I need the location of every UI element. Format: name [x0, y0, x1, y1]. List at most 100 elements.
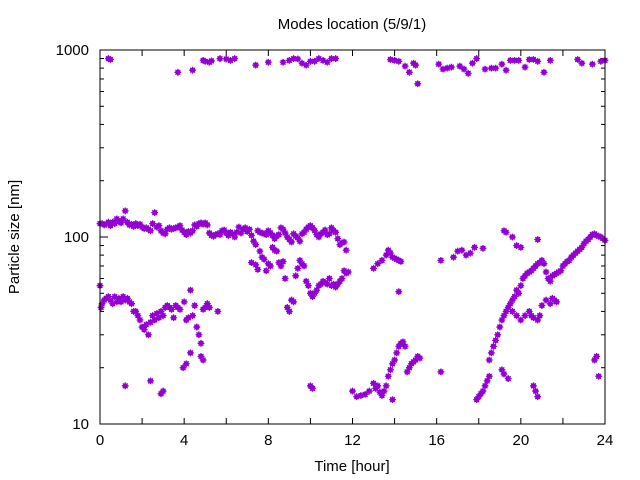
- data-point: [401, 62, 409, 70]
- chart-title: Modes location (5/9/1): [278, 16, 426, 33]
- data-point: [155, 314, 163, 322]
- data-point: [534, 57, 542, 65]
- data-point: [191, 302, 199, 309]
- data-point: [128, 300, 135, 308]
- data-point: [471, 243, 478, 251]
- data-point: [515, 56, 523, 64]
- data-point: [450, 253, 457, 261]
- data-point: [504, 375, 512, 382]
- data-point: [593, 352, 600, 360]
- data-point: [553, 298, 561, 306]
- data-point: [231, 55, 239, 62]
- data-point: [117, 219, 125, 227]
- data-point: [496, 323, 504, 331]
- data-point: [256, 247, 264, 255]
- data-point: [144, 331, 152, 339]
- data-point: [370, 379, 377, 387]
- data-point: [487, 64, 495, 72]
- data-point: [405, 364, 413, 372]
- data-point: [184, 314, 192, 322]
- data-point: [161, 230, 169, 238]
- data-point: [157, 308, 165, 315]
- data-point: [342, 246, 350, 254]
- data-point: [279, 258, 287, 265]
- data-point: [389, 396, 396, 404]
- data-point: [538, 302, 546, 309]
- data-point: [460, 65, 468, 73]
- data-point: [513, 312, 521, 319]
- data-point: [231, 233, 239, 241]
- data-point: [189, 227, 196, 235]
- data-point: [197, 339, 205, 347]
- data-point: [361, 390, 369, 398]
- data-point: [159, 387, 167, 395]
- data-point: [509, 308, 516, 315]
- data-point: [395, 57, 403, 65]
- data-point: [481, 382, 489, 390]
- data-point: [140, 326, 148, 333]
- data-point: [506, 56, 514, 64]
- data-point: [147, 227, 154, 235]
- data-point: [397, 258, 405, 265]
- data-point: [498, 60, 506, 68]
- data-point: [370, 264, 377, 272]
- data-point: [262, 267, 270, 275]
- data-point: [509, 233, 516, 241]
- data-point: [540, 260, 548, 268]
- data-point: [182, 360, 190, 368]
- data-point: [502, 228, 510, 236]
- data-point: [414, 80, 422, 88]
- data-point: [193, 323, 201, 331]
- data-point: [311, 227, 319, 235]
- data-point: [374, 260, 382, 268]
- data-point: [349, 387, 356, 395]
- data-point: [498, 366, 506, 374]
- data-point: [500, 370, 508, 378]
- data-point: [542, 268, 550, 276]
- data-point: [288, 238, 295, 246]
- data-point: [199, 356, 207, 364]
- data-point: [187, 349, 194, 357]
- data-point: [328, 55, 335, 62]
- data-point: [574, 56, 582, 63]
- data-point: [399, 338, 407, 346]
- data-point: [530, 314, 537, 322]
- data-point: [119, 215, 127, 223]
- data-point: [517, 282, 525, 289]
- data-point: [340, 238, 348, 246]
- data-point: [203, 221, 211, 229]
- data-point: [254, 266, 262, 273]
- data-point: [302, 277, 310, 285]
- data-point: [216, 55, 224, 62]
- data-point: [542, 296, 550, 304]
- data-point: [208, 57, 215, 65]
- data-point: [279, 58, 287, 66]
- data-point: [189, 312, 196, 319]
- data-point: [248, 259, 255, 266]
- data-point: [216, 231, 224, 238]
- data-point: [206, 304, 213, 311]
- data-point: [294, 264, 302, 272]
- data-point: [332, 55, 340, 62]
- data-point: [536, 312, 544, 319]
- data-point: [447, 63, 455, 71]
- data-point: [511, 56, 518, 64]
- data-point: [323, 58, 331, 66]
- x-tick-label: 24: [597, 432, 614, 449]
- data-point: [595, 372, 603, 380]
- data-point: [313, 286, 321, 294]
- data-point: [492, 336, 499, 344]
- data-point: [174, 68, 182, 76]
- data-point: [546, 300, 554, 308]
- data-point: [534, 236, 542, 243]
- data-point: [437, 256, 445, 264]
- data-point: [490, 343, 497, 350]
- data-point: [235, 223, 243, 231]
- data-point: [382, 251, 390, 259]
- x-tick-label: 8: [264, 432, 272, 449]
- data-point: [281, 275, 289, 282]
- data-point: [502, 66, 510, 74]
- data-point: [201, 304, 209, 311]
- data-point: [464, 69, 472, 77]
- data-point: [487, 349, 495, 357]
